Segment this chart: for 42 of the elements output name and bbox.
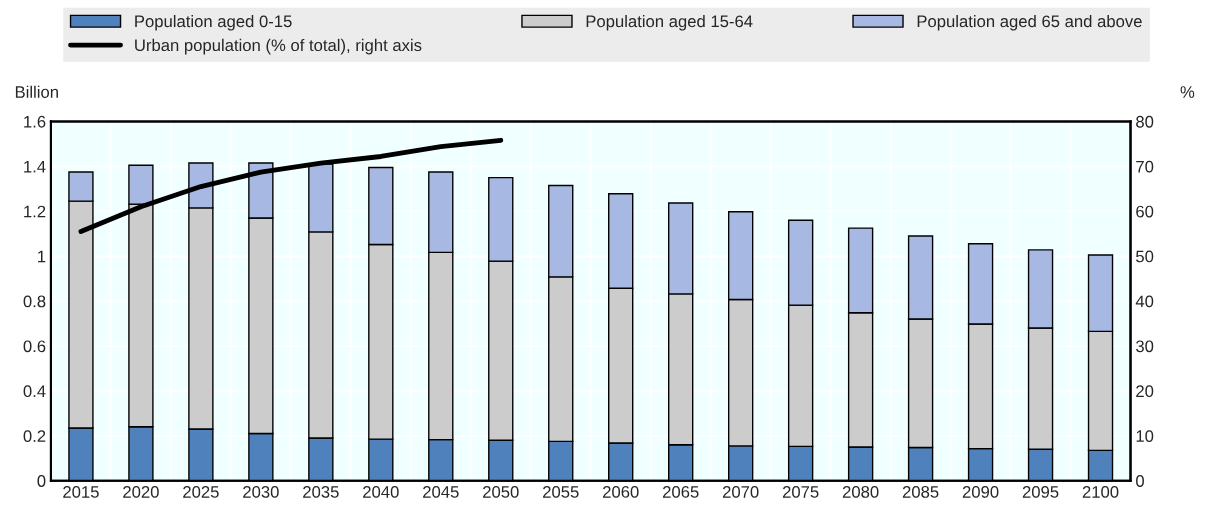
x-tick-label: 2095: [1022, 486, 1059, 498]
x-tick-label: 2075: [782, 486, 819, 498]
y2-tick-label: 10: [1136, 430, 1154, 442]
x-tick-label: 2040: [363, 486, 399, 498]
x-tick-label: 2065: [663, 486, 699, 498]
x-tick-label: 2055: [543, 486, 579, 498]
y-tick-label: 0.2: [23, 430, 46, 442]
y-tick-label: 1.6: [24, 115, 46, 128]
y-tick-label: 1: [38, 250, 46, 263]
legend-label: Population aged 0-15: [135, 15, 292, 31]
y-tick-label: 0.8: [23, 295, 46, 308]
x-tick-label: 2020: [123, 486, 159, 498]
y2-tick-label: 20: [1136, 385, 1154, 398]
x-tick-label: 2090: [962, 486, 999, 498]
y2-tick-label: 30: [1136, 340, 1154, 353]
legend-label: Population aged 15-64: [586, 15, 753, 31]
x-tick-label: 2085: [902, 486, 939, 498]
x-tick-label: 2080: [842, 486, 879, 498]
y-tick-label: 0.4: [23, 385, 46, 398]
x-tick-label: 2030: [243, 486, 279, 498]
y2-tick-label: 80: [1136, 115, 1154, 128]
x-tick-label: 2025: [183, 486, 219, 498]
y2-tick-label: 60: [1136, 205, 1154, 218]
x-tick-label: 2100: [1082, 486, 1119, 498]
y2-tick-label: 70: [1136, 160, 1154, 173]
legend-label: Population aged 65 and above: [917, 15, 1142, 31]
y2-axis-title: %: [1180, 86, 1195, 98]
x-tick-label: 2015: [63, 486, 99, 498]
y-tick-label: 1.4: [24, 160, 46, 173]
x-tick-label: 2070: [722, 486, 759, 498]
legend-label: Urban population (% of total), right axis: [135, 38, 422, 55]
y-tick-label: 0: [37, 475, 46, 487]
x-tick-label: 2050: [483, 486, 519, 498]
x-tick-label: 2035: [303, 486, 339, 498]
y2-tick-label: 40: [1135, 295, 1154, 308]
x-tick-label: 2045: [423, 486, 459, 498]
y2-tick-label: 50: [1136, 250, 1154, 263]
y-tick-label: 0.6: [23, 340, 46, 353]
y2-tick-label: 0: [1136, 475, 1144, 487]
y-tick-label: 1.2: [24, 205, 46, 218]
y-axis-title: Billion: [15, 85, 58, 98]
x-tick-label: 2060: [603, 486, 639, 498]
